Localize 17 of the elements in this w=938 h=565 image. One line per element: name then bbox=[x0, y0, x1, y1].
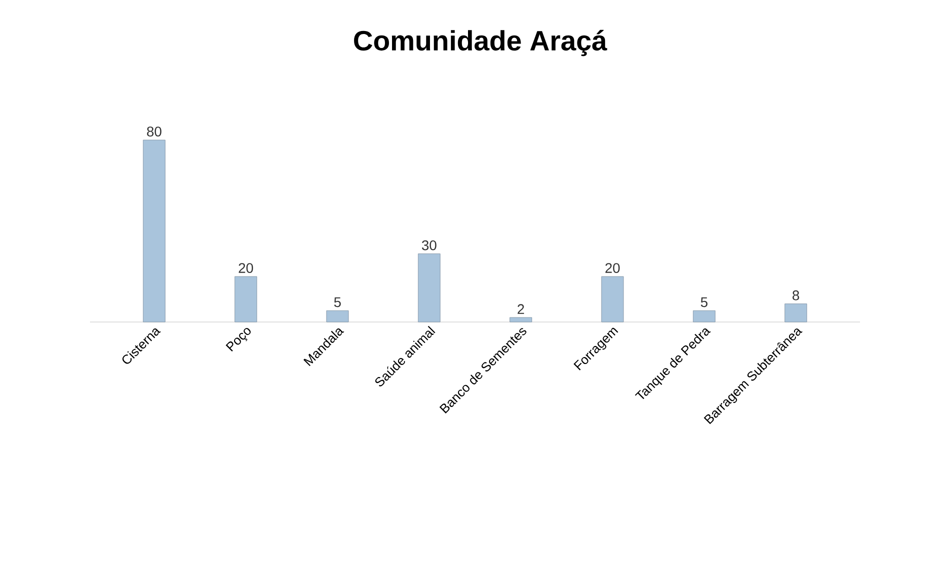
bar bbox=[692, 310, 716, 322]
data-label: 2 bbox=[518, 304, 524, 314]
bar bbox=[418, 254, 440, 322]
data-label: 20 bbox=[238, 263, 254, 273]
data-label: 30 bbox=[422, 240, 436, 250]
data-label: 5 bbox=[334, 297, 341, 308]
bar bbox=[510, 317, 532, 322]
bar bbox=[142, 140, 166, 322]
chart-title: Comunidade Araçá bbox=[354, 30, 608, 56]
bar bbox=[234, 276, 258, 322]
bar bbox=[601, 276, 624, 322]
data-label: 20 bbox=[605, 263, 620, 273]
bar bbox=[326, 310, 349, 322]
data-label: 5 bbox=[700, 297, 708, 308]
data-label: 80 bbox=[147, 126, 162, 136]
data-label: 8 bbox=[792, 290, 800, 300]
bar bbox=[784, 304, 808, 322]
